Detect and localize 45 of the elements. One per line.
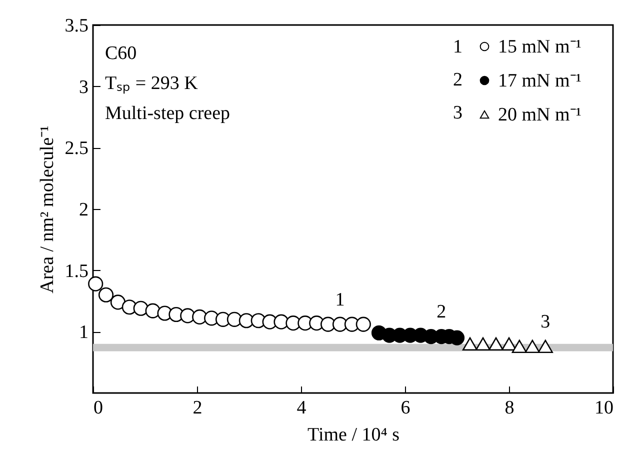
- annotation: 1: [335, 289, 345, 310]
- y-tick-label: 1: [79, 322, 88, 344]
- annotation: 2: [453, 70, 462, 90]
- point: [88, 276, 104, 292]
- x-tick-label: 2: [192, 398, 202, 418]
- point: [462, 337, 478, 351]
- point: [524, 340, 540, 354]
- point: [356, 316, 371, 332]
- y-axis-title: Area / nm² molecule⁻¹: [36, 125, 58, 294]
- x-tick-label: 4: [296, 398, 307, 418]
- annotation: 3: [540, 311, 550, 332]
- y-tick-label: 2: [79, 200, 88, 220]
- point: [274, 314, 289, 330]
- point: [286, 316, 301, 331]
- point: [512, 340, 527, 354]
- point: [145, 303, 160, 318]
- legend-label: 17 mN m⁻¹: [498, 70, 582, 92]
- legend-label: 20 mN m⁻¹: [498, 104, 582, 126]
- annotation: 2: [436, 302, 446, 323]
- x-tick-label: 8: [504, 398, 514, 418]
- annotation: 1: [453, 36, 462, 58]
- annotation: 3: [453, 102, 462, 124]
- point: [133, 300, 148, 316]
- x-tick-label: 10: [594, 398, 614, 418]
- y-tick-label: 1.5: [64, 260, 88, 282]
- x-tick-label: 6: [400, 398, 410, 418]
- point: [501, 337, 517, 351]
- point: [226, 312, 242, 327]
- x-axis-title: Time / 10⁴ s: [308, 424, 400, 446]
- y-tick-label: 3: [79, 76, 88, 98]
- y-tick-label: 3.5: [64, 16, 88, 36]
- point: [238, 313, 254, 328]
- annotation: Multi-step creep: [105, 103, 230, 124]
- point: [192, 309, 208, 324]
- point: [98, 287, 114, 302]
- point: [110, 294, 126, 310]
- x-tick-label: 0: [94, 398, 103, 418]
- annotation: Tₛₚ = 293 K: [105, 73, 198, 94]
- point: [488, 337, 504, 351]
- legend-label: 15 mN m⁻¹: [498, 36, 582, 58]
- y-tick-label: 2.5: [64, 138, 88, 160]
- point: [180, 308, 196, 324]
- annotation: C60: [105, 43, 137, 64]
- point: [538, 340, 553, 354]
- point: [475, 337, 491, 351]
